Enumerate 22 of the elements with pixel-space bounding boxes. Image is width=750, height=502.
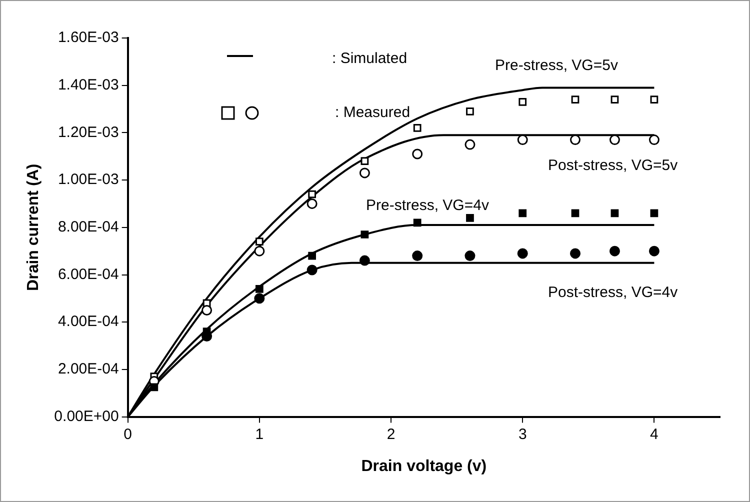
annotation: Post-stress, VG=5v <box>548 157 678 174</box>
annotation: Post-stress, VG=4v <box>548 284 678 301</box>
annotation: Pre-stress, VG=5v <box>495 57 618 74</box>
x-tick-label: 0 <box>124 426 132 443</box>
x-axis-title: Drain voltage (v) <box>361 458 487 475</box>
y-tick-label: 1.00E-03 <box>58 171 119 188</box>
x-tick-label: 2 <box>386 426 396 443</box>
y-tick-label: 6.00E-04 <box>58 266 119 283</box>
x-tick-label: 3 <box>518 426 527 443</box>
y-tick-label: 1.60E-03 <box>58 29 119 46</box>
y-tick-label: 1.40E-03 <box>58 76 119 94</box>
annotation: Pre-stress, VG=4v <box>366 197 489 214</box>
x-tick-label: 1 <box>255 426 264 443</box>
y-tick-label: 0.00E+00 <box>54 408 119 425</box>
y-tick-label: 1.20E-03 <box>58 124 119 141</box>
y-tick-label: 2.00E-04 <box>58 360 119 378</box>
annotation: : Measured <box>335 104 410 121</box>
annotation: : Simulated <box>332 50 408 67</box>
y-axis-title: Drain current (A) <box>25 164 42 291</box>
x-tick-label: 4 <box>650 426 658 443</box>
y-tick-label: 4.00E-04 <box>58 313 119 330</box>
y-tick-label: 8.00E-04 <box>58 218 119 236</box>
